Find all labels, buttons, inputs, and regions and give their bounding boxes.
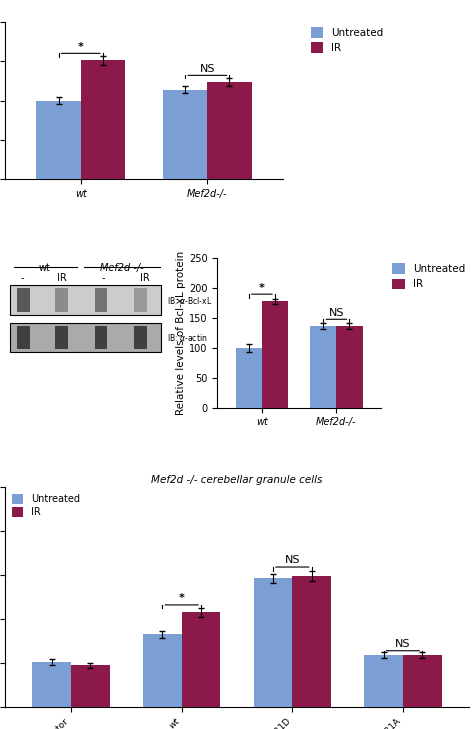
Bar [207,82,252,179]
Title: Mef2d -/- cerebellar granule cells: Mef2d -/- cerebellar granule cells [151,475,323,485]
FancyBboxPatch shape [10,285,161,315]
Text: *: * [78,42,83,52]
Text: IR: IR [140,273,150,284]
Text: NS: NS [284,555,300,565]
Text: NS: NS [395,639,410,649]
Legend: Untreated, IR: Untreated, IR [392,263,465,289]
Legend: Untreated, IR: Untreated, IR [9,491,82,519]
FancyBboxPatch shape [18,326,30,349]
Bar [292,576,331,707]
FancyBboxPatch shape [18,288,30,312]
Bar [182,612,220,707]
FancyBboxPatch shape [55,288,68,312]
Text: -: - [21,273,25,284]
Y-axis label: Relative levels of Bcl-xL protein: Relative levels of Bcl-xL protein [176,251,186,415]
Bar [143,634,182,707]
Text: wt: wt [38,262,50,273]
FancyBboxPatch shape [95,326,108,349]
Text: IB: $\alpha$-Bcl-xL: IB: $\alpha$-Bcl-xL [167,295,212,305]
Bar [262,301,288,408]
Bar [337,326,363,408]
Text: IB: $\alpha$-actin: IB: $\alpha$-actin [167,332,207,343]
Bar [364,655,403,707]
Bar [403,655,442,707]
Text: *: * [259,283,265,292]
FancyBboxPatch shape [10,322,161,352]
Bar [71,666,110,707]
Bar [81,61,125,179]
Bar [310,326,337,408]
Bar [32,662,71,707]
Text: NS: NS [200,64,215,74]
Bar [236,348,262,408]
Bar [163,90,207,179]
Text: IR: IR [57,273,67,284]
FancyBboxPatch shape [134,326,147,349]
FancyBboxPatch shape [134,288,147,312]
Text: Mef2d -/-: Mef2d -/- [100,262,144,273]
Text: -: - [102,273,106,284]
Legend: Untreated, IR: Untreated, IR [310,27,383,53]
FancyBboxPatch shape [55,326,68,349]
Text: *: * [179,593,185,603]
Text: NS: NS [328,308,344,318]
FancyBboxPatch shape [95,288,108,312]
Bar [36,101,81,179]
Bar [254,579,292,707]
